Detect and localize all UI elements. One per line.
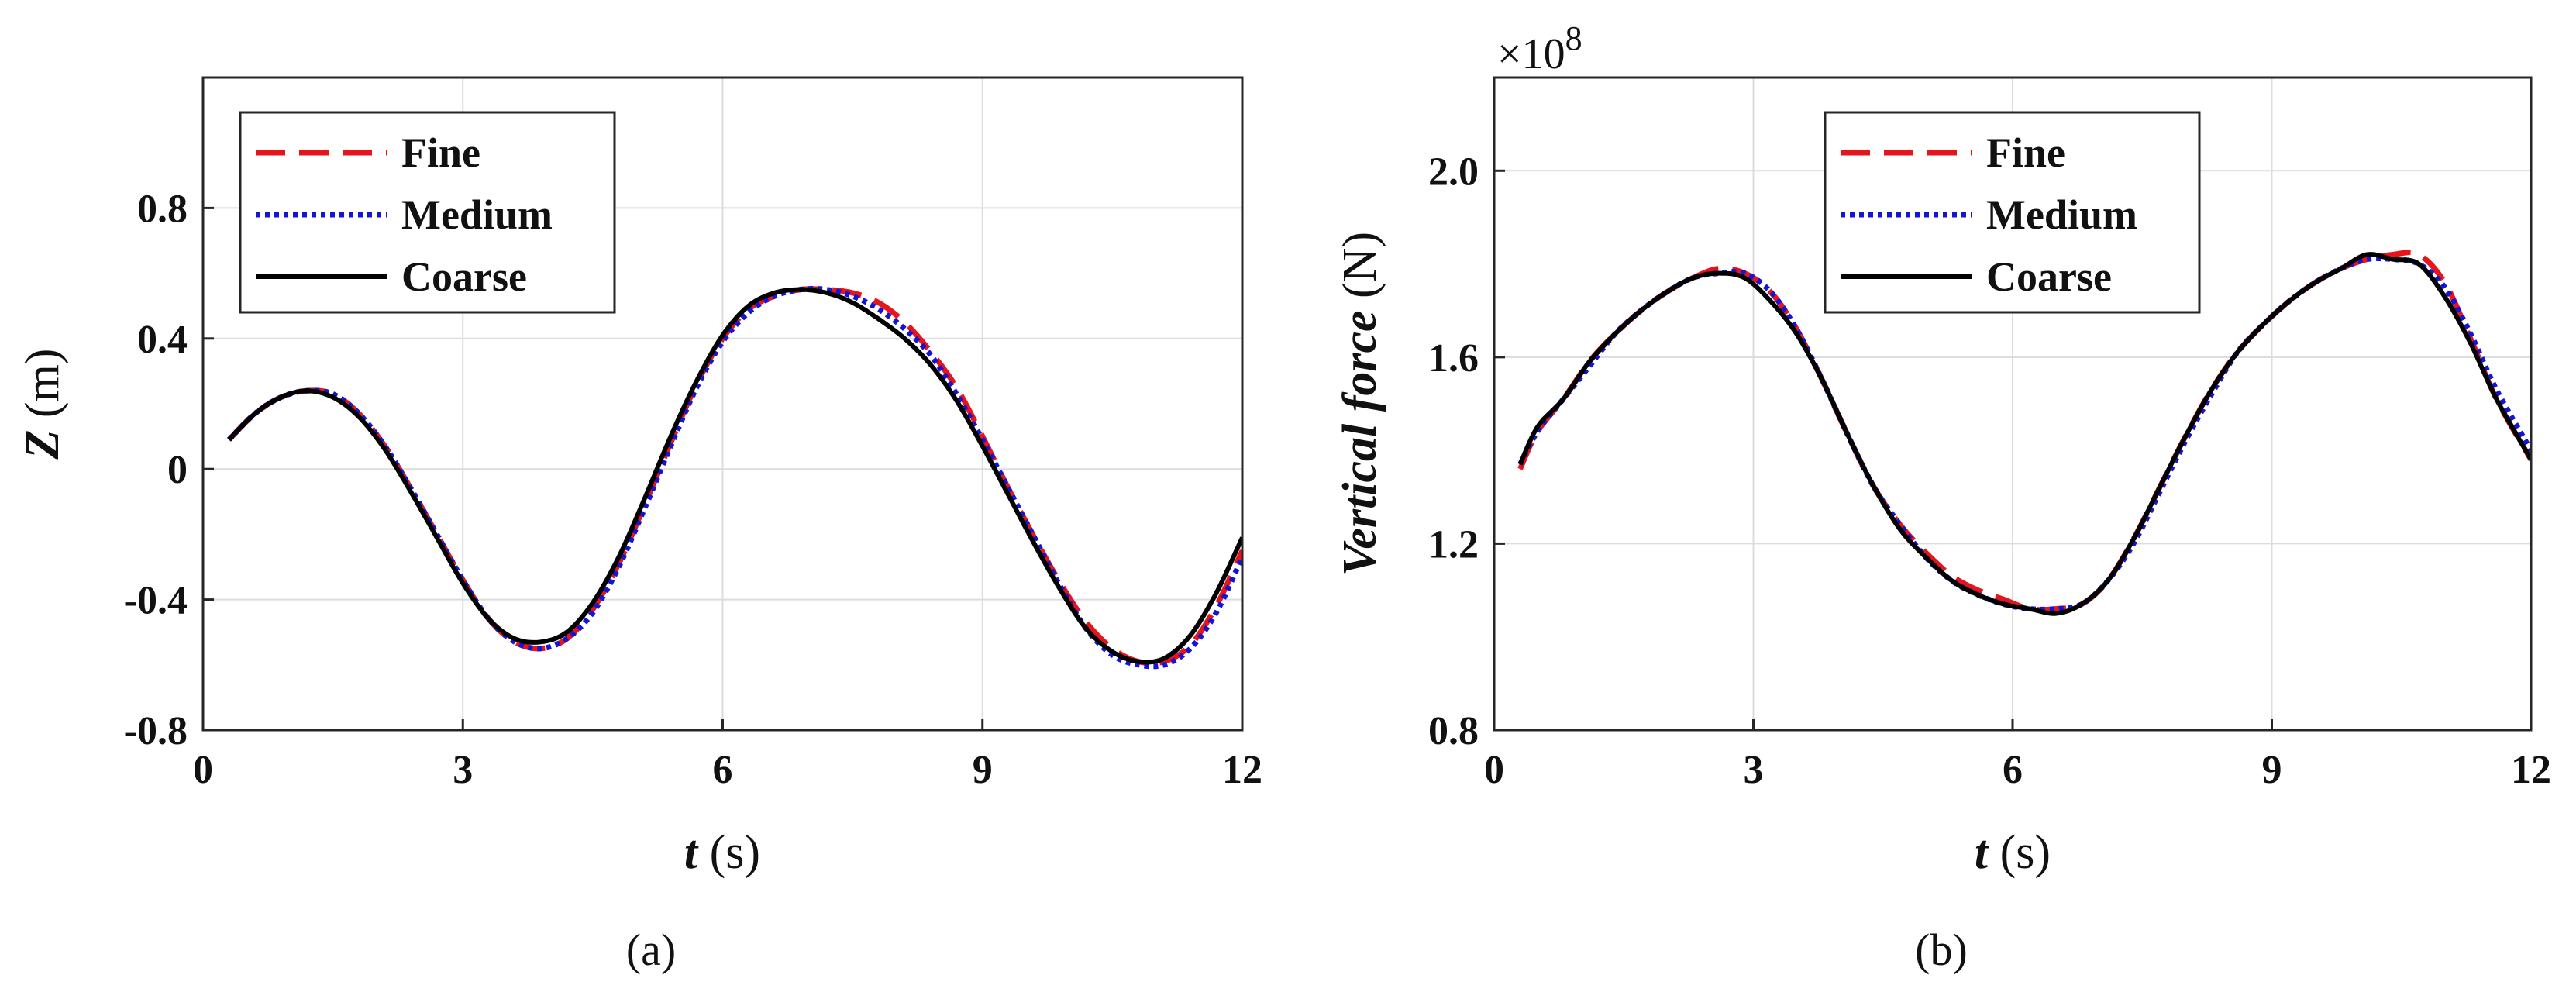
y-tick-label: 1.6 <box>1428 336 1479 381</box>
legend-label-medium: Medium <box>401 191 553 238</box>
y-tick-label: 0.8 <box>137 187 188 231</box>
x-axis-label: t (s) <box>684 826 760 879</box>
y-tick-label: 2.0 <box>1428 150 1479 194</box>
panel-b-chart: 0 3 6 9 12 0.8 1.2 1.6 2.0 ×108 t (s) Vertical forc… <box>1334 19 2551 879</box>
legend-label-coarse: Coarse <box>401 253 527 300</box>
x-tick-label: 12 <box>1222 748 1262 792</box>
x-tick-label: 12 <box>2511 748 2551 792</box>
x-tick-label: 3 <box>453 748 473 792</box>
legend-label-fine: Fine <box>1986 129 2065 176</box>
y-tick-label: 0.8 <box>1428 709 1479 753</box>
x-tick-label: 9 <box>2262 748 2282 792</box>
y-tick-label: 1.2 <box>1428 522 1479 567</box>
x-axis-label: t (s) <box>1975 826 2051 879</box>
y-tick-label: 0 <box>167 448 188 492</box>
legend-label-coarse: Coarse <box>1986 253 2112 300</box>
legend-label-fine: Fine <box>401 129 480 176</box>
x-tick-label: 9 <box>973 748 993 792</box>
panel-b-label: (b) <box>1915 925 1968 975</box>
y-tick-label: -0.8 <box>124 709 188 753</box>
x-tick-label: 0 <box>193 748 213 792</box>
series-line-fine <box>1517 250 2531 613</box>
y-axis-label: Z (m) <box>16 349 69 460</box>
y-axis-label: Vertical force (N) <box>1334 232 1386 576</box>
x-tick-label: 3 <box>1744 748 1764 792</box>
y-tick-label: -0.4 <box>124 579 188 623</box>
x-tick-label: 0 <box>1484 748 1504 792</box>
panel-a-chart: 0 3 6 9 12 -0.8 -0.4 0 0.4 0.8 t (s) Z (m) Fine Mediu… <box>16 76 1262 879</box>
x-tick-label: 6 <box>2003 748 2023 792</box>
series-line-coarse <box>227 287 1242 665</box>
y-exponent-label: ×108 <box>1497 19 1582 78</box>
y-tick-label: 0.4 <box>137 318 188 362</box>
x-tick-label: 6 <box>713 748 733 792</box>
panel-a-label: (a) <box>626 925 676 975</box>
legend-label-medium: Medium <box>1986 191 2137 238</box>
series-line-coarse <box>1517 252 2531 616</box>
